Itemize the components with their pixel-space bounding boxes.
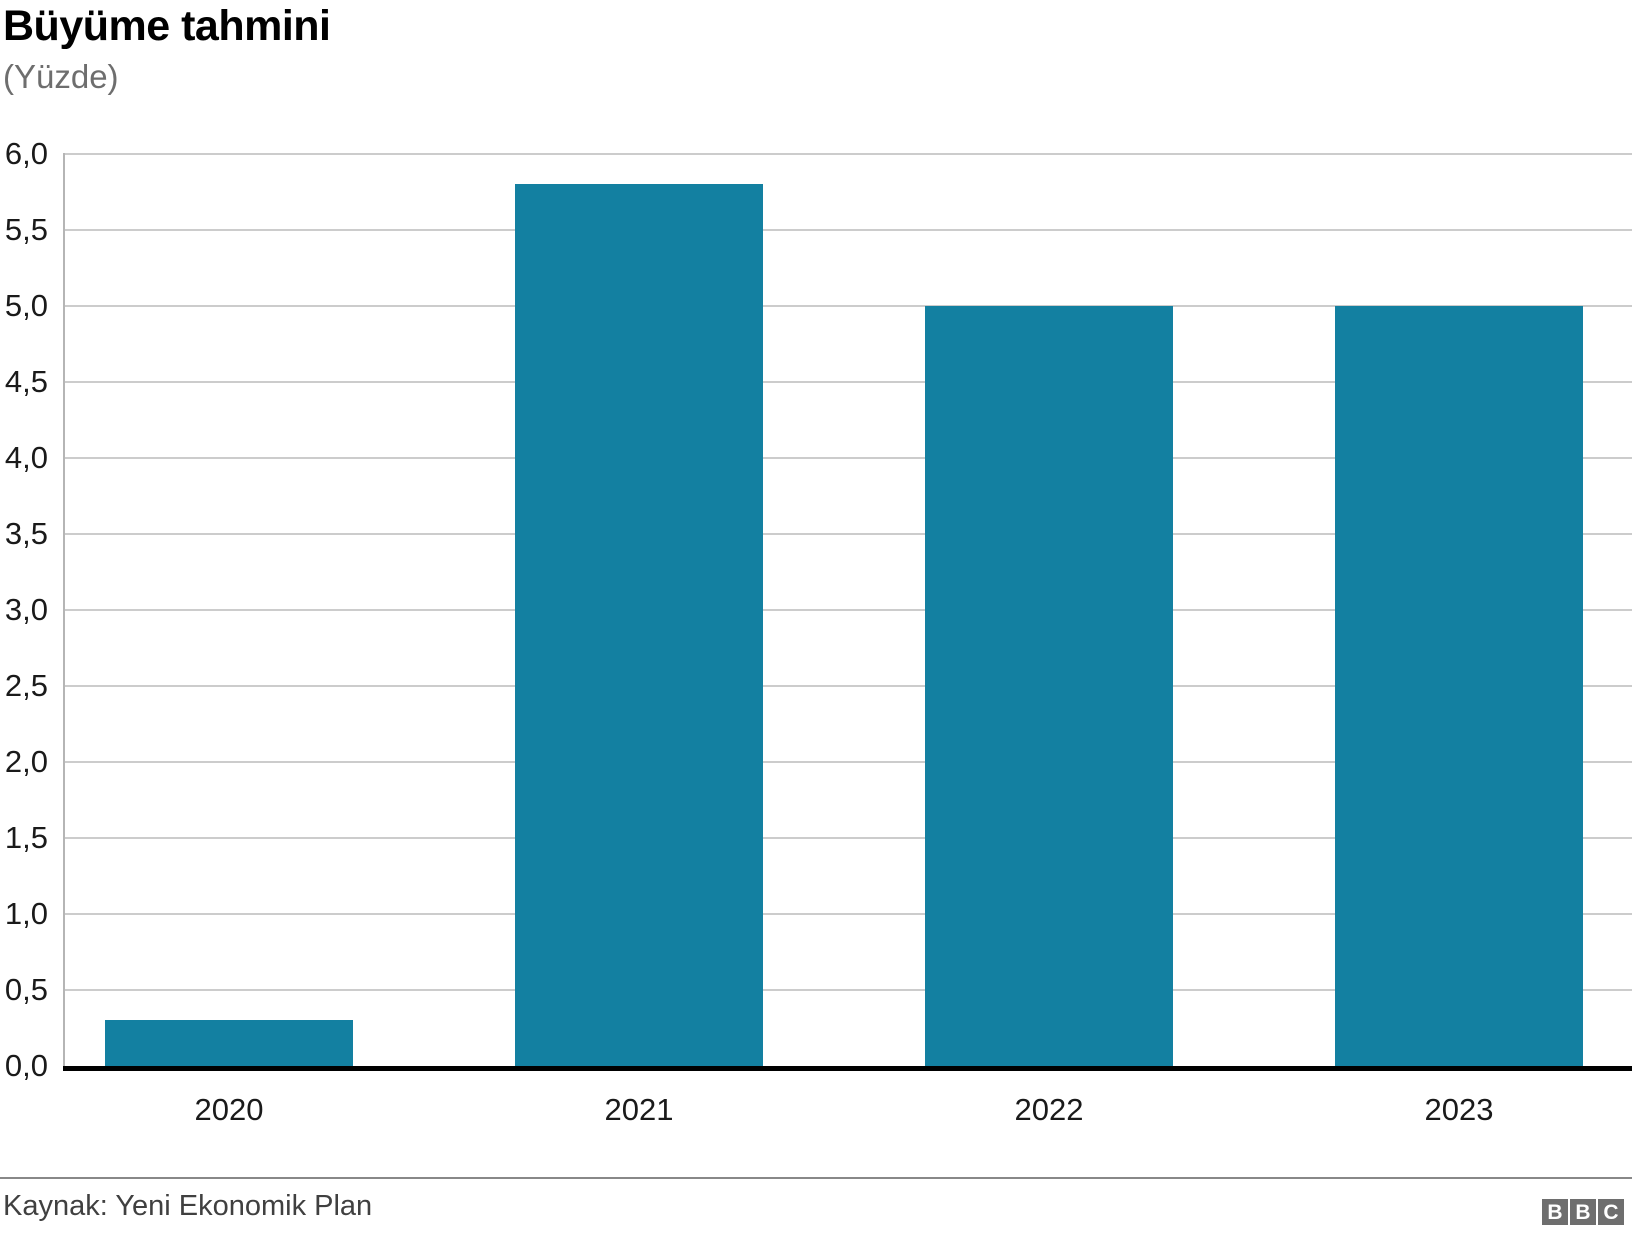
y-tick-label: 4,0 <box>4 440 48 475</box>
x-tick-label: 2020 <box>194 1092 264 1127</box>
y-tick-label: 1,5 <box>4 820 48 855</box>
gridline-1,0 <box>64 913 1632 915</box>
bbc-logo-letter: B <box>1542 1199 1568 1225</box>
gridline-1,5 <box>64 837 1632 839</box>
gridline-5,5 <box>64 229 1632 231</box>
bbc-logo-letter: C <box>1598 1199 1624 1225</box>
gridline-4,5 <box>64 381 1632 383</box>
x-axis-baseline <box>63 1066 1632 1071</box>
y-tick-label: 3,0 <box>4 592 48 627</box>
gridline-3,5 <box>64 533 1632 535</box>
bar-2023 <box>1335 306 1583 1066</box>
gridline-2,5 <box>64 685 1632 687</box>
y-tick-label: 1,0 <box>4 896 48 931</box>
gridline-6,0 <box>64 153 1632 155</box>
y-tick-label: 6,0 <box>4 136 48 171</box>
bar-2021 <box>515 184 763 1066</box>
y-tick-label: 3,5 <box>4 516 48 551</box>
gridline-4,0 <box>64 457 1632 459</box>
x-tick-label: 2022 <box>1014 1092 1084 1127</box>
gridline-3,0 <box>64 609 1632 611</box>
source-credit: Kaynak: Yeni Ekonomik Plan <box>3 1190 373 1222</box>
bar-2020 <box>105 1020 353 1066</box>
footer-divider <box>0 1177 1632 1179</box>
bar-2022 <box>925 306 1173 1066</box>
y-tick-label: 0,0 <box>4 1048 48 1083</box>
y-tick-label: 5,5 <box>4 212 48 247</box>
gridline-5,0 <box>64 305 1632 307</box>
y-axis-border <box>63 153 65 1066</box>
bbc-logo-letter: B <box>1570 1199 1596 1225</box>
y-tick-label: 2,0 <box>4 744 48 779</box>
y-tick-label: 4,5 <box>4 364 48 399</box>
x-tick-label: 2021 <box>604 1092 674 1127</box>
chart-title: Büyüme tahmini <box>3 2 331 50</box>
y-tick-label: 2,5 <box>4 668 48 703</box>
y-tick-label: 0,5 <box>4 972 48 1007</box>
gridline-2,0 <box>64 761 1632 763</box>
x-tick-label: 2023 <box>1424 1092 1494 1127</box>
y-tick-label: 5,0 <box>4 288 48 323</box>
chart-subtitle: (Yüzde) <box>3 58 119 95</box>
gridline-0,5 <box>64 989 1632 991</box>
